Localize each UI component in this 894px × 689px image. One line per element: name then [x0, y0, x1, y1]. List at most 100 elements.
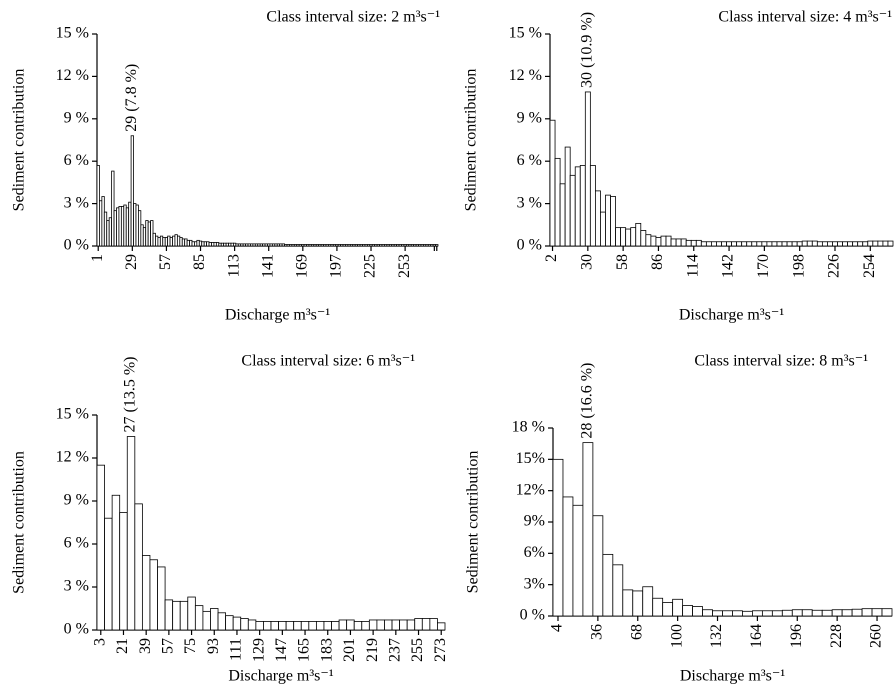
bar	[247, 619, 257, 631]
bar	[662, 602, 674, 617]
bar	[752, 610, 763, 617]
bar	[572, 504, 584, 617]
bar	[801, 609, 813, 617]
x-tick-label: 4	[549, 624, 566, 632]
bar	[801, 240, 808, 247]
y-tick-label: 15%	[516, 450, 545, 467]
bar	[338, 619, 348, 631]
x-tick-label: 219	[364, 638, 381, 662]
bar	[862, 241, 869, 247]
x-tick-label: 2	[543, 254, 560, 262]
bar	[164, 599, 174, 631]
y-tick-label: 6 %	[64, 152, 89, 169]
bar	[695, 239, 702, 247]
y-tick-label: 15 %	[56, 25, 89, 42]
bar	[736, 241, 743, 247]
x-tick-label: 68	[628, 624, 645, 640]
bar	[391, 619, 401, 631]
x-tick-label: 57	[157, 254, 174, 270]
bar	[384, 619, 393, 631]
bar	[232, 616, 242, 631]
x-tick-label: 237	[386, 638, 403, 662]
x-tick-label: 132	[708, 624, 725, 648]
y-tick-label: 3 %	[517, 194, 542, 211]
bar	[293, 621, 302, 631]
bar	[791, 609, 803, 617]
bar	[781, 241, 788, 247]
bar	[702, 609, 713, 617]
bar	[331, 621, 340, 631]
x-tick-label: 75	[182, 638, 199, 654]
bar	[692, 606, 703, 617]
bar	[435, 244, 439, 247]
bar	[877, 240, 884, 247]
y-tick-label: 3 %	[64, 194, 89, 211]
bar	[605, 194, 611, 247]
bar	[766, 241, 773, 247]
bar	[756, 241, 763, 247]
bar	[761, 241, 768, 247]
bar	[851, 608, 863, 617]
x-tick-label: 273	[432, 638, 449, 662]
bar	[368, 619, 378, 631]
bar	[285, 621, 295, 631]
bar	[867, 240, 874, 247]
x-tick-label: 86	[649, 254, 666, 270]
bar	[632, 590, 644, 617]
x-tick-label: 198	[790, 254, 807, 278]
y-tick-label: 9 %	[64, 492, 89, 509]
x-tick-label: 147	[273, 638, 290, 662]
bar	[399, 619, 408, 631]
bar	[811, 609, 823, 617]
x-tick-label: 255	[409, 638, 426, 662]
bar	[406, 619, 416, 631]
bar	[554, 157, 561, 247]
bar	[559, 183, 566, 247]
bar	[353, 621, 363, 631]
bar	[376, 619, 385, 631]
x-tick-label: 58	[614, 254, 631, 270]
bar	[796, 241, 803, 247]
x-tick-label: 164	[748, 624, 765, 648]
x-tick-label: 1	[89, 254, 106, 262]
y-tick-label: 15 %	[509, 25, 542, 42]
bar	[771, 610, 783, 617]
y-tick-label: 18 %	[512, 419, 545, 436]
bar	[821, 609, 833, 617]
bar	[270, 621, 279, 631]
bar	[841, 609, 853, 617]
bar	[564, 146, 571, 247]
bar	[594, 190, 601, 247]
bar	[882, 240, 889, 247]
bar	[582, 442, 594, 617]
bar	[300, 621, 310, 631]
bar	[194, 605, 204, 631]
y-tick-label: 6 %	[64, 535, 89, 552]
bar	[652, 597, 664, 617]
bar	[685, 239, 692, 247]
bar	[742, 610, 753, 617]
bar	[141, 555, 151, 631]
x-tick-label: 100	[668, 624, 685, 648]
x-axis-label: Discharge m³s⁻¹	[228, 668, 333, 685]
x-tick-label: 21	[114, 638, 131, 654]
bar	[811, 240, 818, 247]
bar	[187, 596, 196, 631]
bar	[861, 608, 873, 617]
bar	[741, 241, 748, 247]
chart-title: Class interval size: 2 m³s⁻¹	[266, 9, 440, 26]
bar	[625, 228, 632, 247]
bar	[134, 503, 143, 631]
bar	[96, 464, 105, 631]
x-tick-label: 228	[828, 624, 845, 648]
bar	[842, 241, 849, 247]
y-tick-label: 15 %	[56, 406, 89, 423]
x-tick-label: 114	[684, 254, 701, 277]
bar	[549, 119, 556, 247]
x-tick-label: 129	[250, 638, 267, 662]
bar	[552, 458, 564, 617]
bar	[660, 235, 667, 247]
y-tick-label: 9%	[524, 513, 545, 530]
bar	[240, 618, 249, 631]
